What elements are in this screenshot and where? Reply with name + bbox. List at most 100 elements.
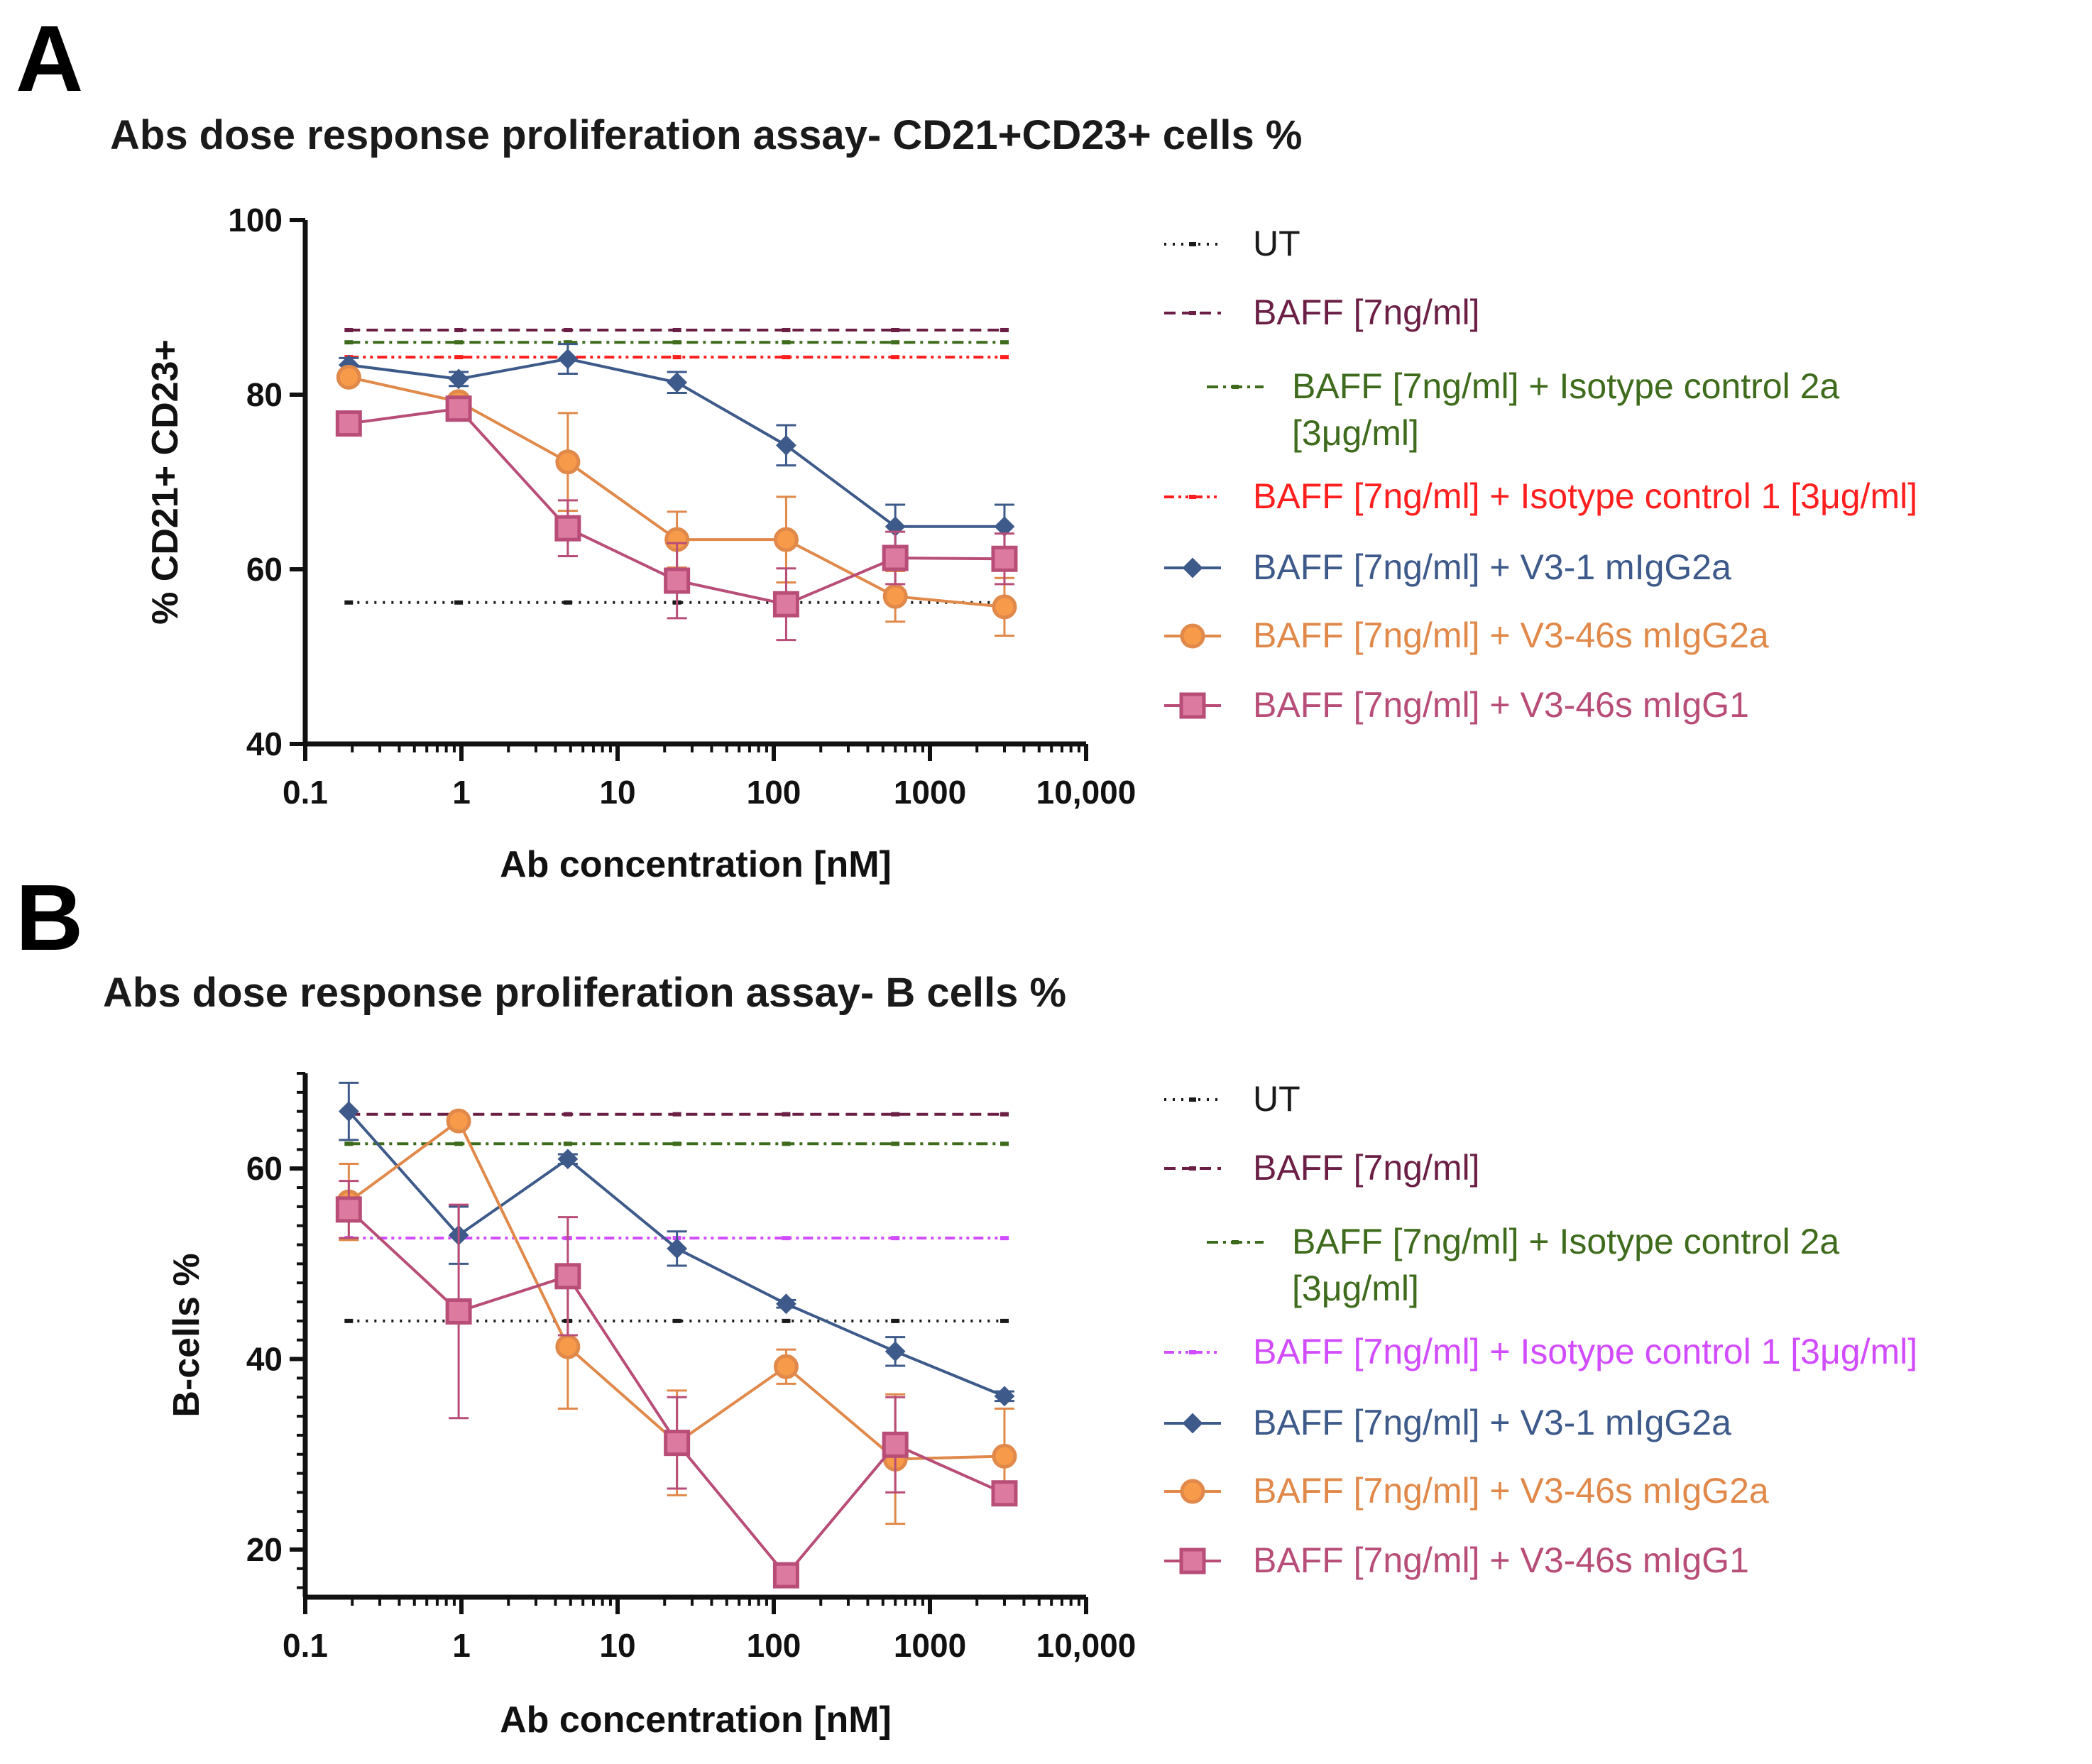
data-point	[555, 449, 581, 475]
reference-point	[1000, 327, 1009, 332]
legend-point-symbol	[1232, 1240, 1239, 1244]
chart-panel-a: Abs dose response proliferation assay- C…	[110, 112, 1917, 885]
reference-point	[782, 1141, 791, 1146]
legend-point-symbol	[1232, 385, 1239, 389]
data-point	[445, 1298, 472, 1325]
data-point	[882, 1431, 909, 1458]
reference-point	[672, 327, 681, 332]
reference-point	[782, 340, 791, 345]
reference-point	[782, 327, 791, 332]
legend-label-line2: [3μg/ml]	[1292, 1269, 1419, 1308]
data-point	[664, 567, 691, 594]
data-point	[335, 1196, 362, 1223]
reference-point	[672, 1112, 681, 1117]
legend-point-symbol	[1189, 1350, 1196, 1354]
reference-point	[891, 1318, 900, 1323]
data-point	[554, 1263, 581, 1290]
reference-point	[891, 340, 900, 345]
data-point	[776, 1293, 796, 1315]
data-point	[772, 1562, 799, 1589]
chart-panel-b: Abs dose response proliferation assay- B…	[103, 970, 1917, 1741]
legend-point-symbol	[1189, 242, 1196, 246]
reference-point	[782, 1318, 791, 1323]
legend-marker-symbol	[1180, 623, 1205, 649]
legend-label: UT	[1253, 1079, 1300, 1119]
reference-point	[1000, 1141, 1009, 1146]
y-tick-label: 60	[246, 551, 283, 588]
y-axis-label: B-cells %	[166, 1253, 207, 1417]
data-point	[991, 545, 1018, 572]
legend-label-line2: [3μg/ml]	[1292, 413, 1419, 453]
legend-point-symbol	[1189, 495, 1196, 499]
reference-point	[672, 340, 681, 345]
reference-point	[891, 327, 900, 332]
reference-point	[672, 355, 681, 360]
legend-label: BAFF [7ng/ml] + V3-46s mIgG1	[1253, 685, 1749, 725]
data-point	[335, 410, 362, 437]
y-axis-label: % CD21+ CD23+	[145, 339, 186, 625]
x-tick-label: 10,000	[1036, 774, 1137, 811]
legend-label: BAFF [7ng/ml]	[1253, 1148, 1480, 1188]
data-point	[992, 594, 1017, 620]
panel-label-a: A	[16, 6, 83, 111]
data-point	[772, 591, 799, 618]
data-point	[773, 527, 799, 552]
legend-marker-symbol	[1179, 1547, 1206, 1574]
data-point	[776, 434, 796, 456]
reference-point	[563, 1112, 572, 1117]
data-point	[557, 1149, 579, 1170]
legend-label: BAFF [7ng/ml] + Isotype control 2a	[1292, 366, 1839, 406]
reference-point	[672, 1141, 681, 1146]
data-point	[885, 1341, 906, 1362]
chart-title: Abs dose response proliferation assay- B…	[103, 970, 1066, 1016]
data-point	[445, 395, 472, 422]
y-tick-label: 20	[246, 1531, 283, 1568]
reference-point	[344, 327, 354, 332]
series-square	[335, 1180, 1018, 1589]
legend: UT BAFF [7ng/ml] BAFF [7ng/ml] + Isotype c…	[1164, 1079, 1917, 1580]
reference-point	[344, 600, 354, 605]
x-axis-label: Ab concentration [nM]	[500, 844, 892, 885]
legend-marker-symbol	[1182, 557, 1203, 579]
series-square	[335, 395, 1018, 642]
data-point	[667, 1238, 688, 1259]
reference-point	[1000, 1112, 1009, 1117]
data-point	[448, 368, 469, 390]
legend: UT BAFF [7ng/ml] BAFF [7ng/ml] + Isotype c…	[1164, 224, 1917, 725]
reference-point	[782, 1236, 791, 1241]
legend-label: BAFF [7ng/ml] + Isotype control 2a	[1292, 1222, 1839, 1261]
x-tick-label: 0.1	[283, 1627, 328, 1664]
data-point	[994, 1386, 1015, 1407]
data-point	[773, 1354, 799, 1379]
x-tick-label: 10	[599, 1627, 635, 1664]
legend-label: UT	[1253, 224, 1300, 263]
x-axis-label: Ab concentration [nM]	[500, 1699, 892, 1741]
reference-point	[344, 340, 354, 345]
legend-label: BAFF [7ng/ml] + V3-46s mIgG1	[1253, 1540, 1749, 1580]
y-tick-label: 40	[246, 725, 283, 762]
data-point	[446, 1108, 471, 1134]
x-tick-label: 1	[452, 1627, 471, 1664]
data-point	[554, 515, 581, 542]
reference-point	[344, 1141, 354, 1146]
series-diamond	[338, 343, 1015, 549]
y-tick-label: 40	[246, 1341, 283, 1378]
data-point	[882, 544, 909, 571]
reference-point	[891, 1236, 900, 1241]
legend-label: BAFF [7ng/ml] + V3-1 mIgG2a	[1253, 1403, 1731, 1442]
reference-point	[344, 1318, 354, 1323]
series-diamond	[338, 1081, 1015, 1407]
x-tick-label: 100	[747, 774, 801, 811]
chart-title: Abs dose response proliferation assay- C…	[110, 112, 1302, 158]
reference-point	[891, 1141, 900, 1146]
data-point	[992, 1443, 1017, 1469]
legend-point-symbol	[1189, 1166, 1196, 1171]
reference-point	[454, 1141, 464, 1146]
data-point	[882, 584, 908, 609]
reference-point	[891, 1112, 900, 1117]
data-point	[557, 349, 579, 369]
reference-point	[782, 355, 791, 360]
reference-point	[454, 355, 464, 360]
reference-point	[563, 340, 572, 345]
legend-point-symbol	[1189, 311, 1196, 315]
